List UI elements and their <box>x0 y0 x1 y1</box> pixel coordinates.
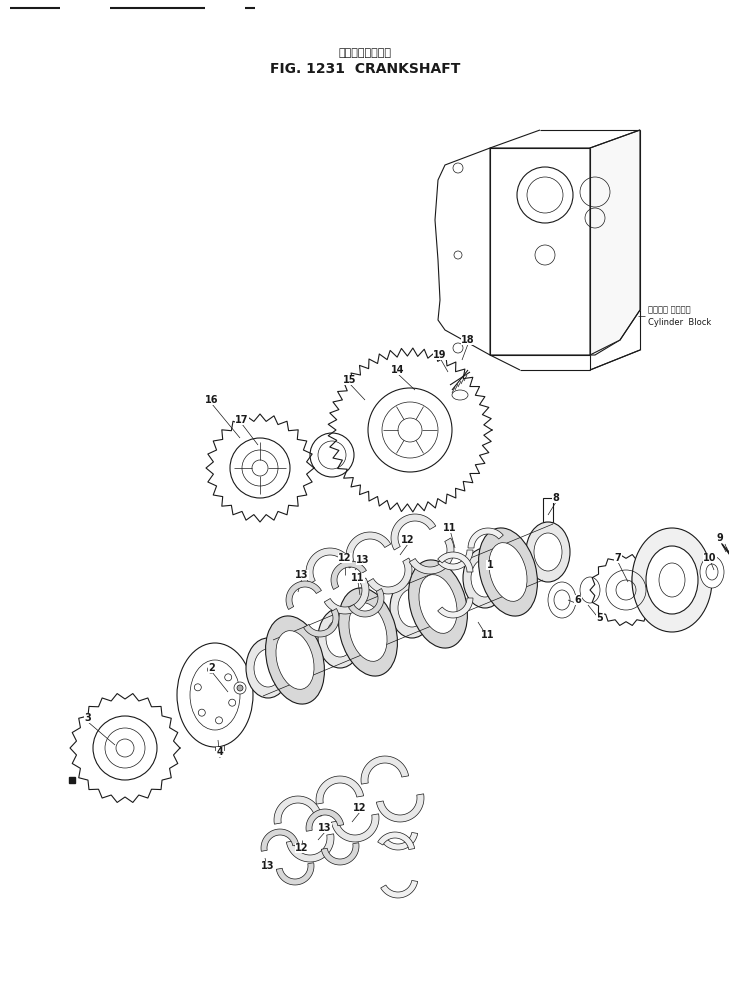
Text: 13: 13 <box>295 570 309 580</box>
Text: 18: 18 <box>461 335 475 345</box>
Polygon shape <box>332 814 379 842</box>
Text: 17: 17 <box>235 415 249 425</box>
Ellipse shape <box>419 575 457 633</box>
Ellipse shape <box>276 630 314 689</box>
Ellipse shape <box>554 590 570 610</box>
Polygon shape <box>324 578 369 614</box>
Ellipse shape <box>471 559 499 597</box>
Polygon shape <box>348 589 384 617</box>
Text: シリンダ ブロック: シリンダ ブロック <box>648 306 690 315</box>
Text: 12: 12 <box>401 535 415 545</box>
Polygon shape <box>437 550 473 570</box>
Ellipse shape <box>659 563 685 597</box>
Polygon shape <box>303 609 339 637</box>
Circle shape <box>234 682 246 694</box>
Polygon shape <box>306 548 351 584</box>
Polygon shape <box>376 794 424 822</box>
Ellipse shape <box>632 528 712 632</box>
Text: 9: 9 <box>717 533 723 543</box>
Polygon shape <box>590 130 640 355</box>
Text: 19: 19 <box>433 350 447 360</box>
Polygon shape <box>381 880 418 898</box>
Polygon shape <box>437 598 473 618</box>
Text: FIG. 1231  CRANKSHAFT: FIG. 1231 CRANKSHAFT <box>270 62 460 76</box>
Polygon shape <box>468 528 503 548</box>
Ellipse shape <box>265 616 324 704</box>
Text: 12: 12 <box>354 803 367 813</box>
Polygon shape <box>409 538 454 574</box>
Text: 13: 13 <box>261 861 275 871</box>
Polygon shape <box>361 756 409 784</box>
Text: 11: 11 <box>481 630 495 640</box>
Polygon shape <box>378 832 415 850</box>
Ellipse shape <box>390 578 434 638</box>
Text: 11: 11 <box>443 523 457 533</box>
Ellipse shape <box>318 608 362 668</box>
Text: 13: 13 <box>356 555 370 565</box>
Text: 6: 6 <box>574 595 581 605</box>
Polygon shape <box>490 148 620 355</box>
Polygon shape <box>391 514 436 550</box>
Ellipse shape <box>700 556 724 588</box>
Text: 16: 16 <box>206 395 219 405</box>
Ellipse shape <box>478 528 537 617</box>
Polygon shape <box>435 148 490 355</box>
Polygon shape <box>316 776 364 804</box>
Polygon shape <box>381 833 418 850</box>
Ellipse shape <box>326 619 354 657</box>
Text: 5: 5 <box>596 613 604 623</box>
Polygon shape <box>306 809 343 832</box>
Text: 12: 12 <box>338 553 352 563</box>
FancyBboxPatch shape <box>543 498 553 522</box>
Ellipse shape <box>489 543 527 602</box>
Text: 11: 11 <box>351 573 364 583</box>
Text: 7: 7 <box>615 553 621 563</box>
Polygon shape <box>274 796 321 824</box>
Text: 15: 15 <box>343 375 356 385</box>
Text: 2: 2 <box>208 663 215 673</box>
Text: 3: 3 <box>85 713 91 723</box>
Ellipse shape <box>548 582 576 618</box>
Text: Cylinder  Block: Cylinder Block <box>648 318 712 327</box>
Text: 4: 4 <box>217 747 223 757</box>
Ellipse shape <box>534 533 562 571</box>
Text: 14: 14 <box>391 365 405 375</box>
Polygon shape <box>276 863 314 885</box>
Ellipse shape <box>190 660 240 730</box>
FancyBboxPatch shape <box>215 732 224 750</box>
Text: 1: 1 <box>487 560 494 570</box>
Polygon shape <box>331 561 367 590</box>
Circle shape <box>237 685 243 691</box>
Text: 13: 13 <box>319 823 332 833</box>
Text: 12: 12 <box>295 843 309 853</box>
Ellipse shape <box>398 589 426 627</box>
Ellipse shape <box>254 649 282 687</box>
Ellipse shape <box>526 522 570 582</box>
Ellipse shape <box>246 638 290 698</box>
Text: 8: 8 <box>553 493 559 503</box>
Polygon shape <box>261 829 299 852</box>
Text: クランクシャフト: クランクシャフト <box>338 48 391 58</box>
Polygon shape <box>286 834 334 862</box>
Ellipse shape <box>408 560 467 648</box>
Ellipse shape <box>463 548 507 608</box>
Ellipse shape <box>646 546 698 614</box>
Ellipse shape <box>349 603 387 661</box>
Ellipse shape <box>338 588 397 676</box>
Text: 10: 10 <box>703 553 717 563</box>
Polygon shape <box>437 552 473 572</box>
Polygon shape <box>367 558 412 594</box>
Ellipse shape <box>177 643 253 747</box>
Polygon shape <box>321 843 359 865</box>
Polygon shape <box>286 581 321 610</box>
Polygon shape <box>346 532 391 568</box>
Ellipse shape <box>580 577 600 603</box>
